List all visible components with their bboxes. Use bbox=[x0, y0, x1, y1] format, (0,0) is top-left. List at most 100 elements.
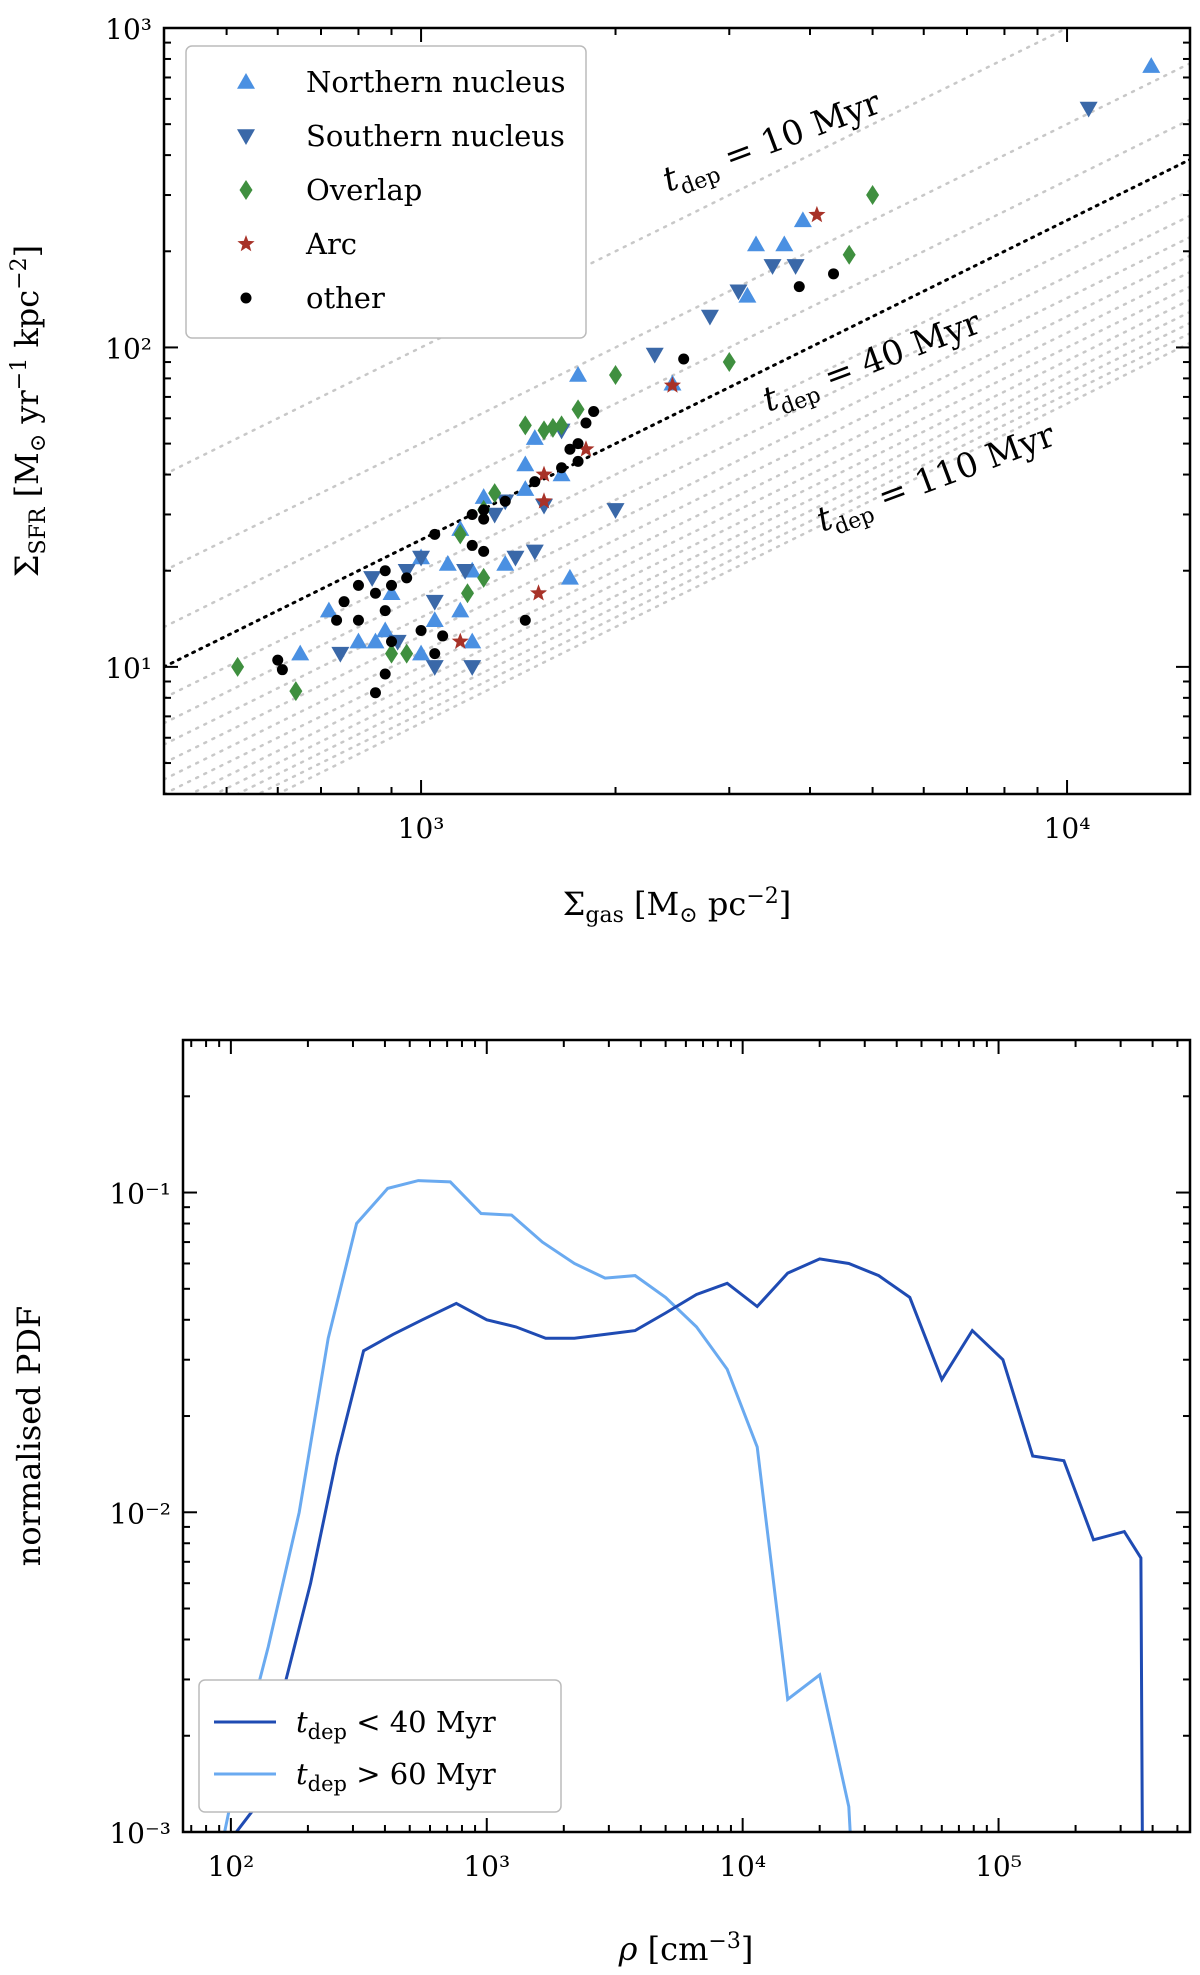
point-southern-nucleus bbox=[700, 309, 719, 326]
y-tick-label: 10¹ bbox=[105, 652, 152, 685]
legend-marker-0 bbox=[237, 73, 255, 89]
point-other bbox=[466, 508, 478, 520]
point-overlap bbox=[722, 352, 736, 373]
point-other bbox=[272, 654, 284, 666]
point-northern-nucleus bbox=[560, 568, 579, 585]
point-overlap bbox=[231, 656, 245, 677]
point-other bbox=[379, 565, 391, 577]
point-arc bbox=[577, 440, 595, 457]
point-other bbox=[572, 438, 584, 450]
point-northern-nucleus bbox=[516, 455, 535, 472]
point-southern-nucleus bbox=[729, 284, 748, 301]
point-other bbox=[429, 528, 441, 540]
point-northern-nucleus bbox=[496, 554, 515, 571]
point-other bbox=[379, 605, 391, 617]
legend-markers bbox=[237, 73, 255, 304]
point-overlap bbox=[537, 420, 551, 441]
pdf-lines bbox=[223, 1179, 1144, 1832]
y-axis-label-bottom: normalised PDF bbox=[10, 1306, 48, 1566]
point-overlap bbox=[289, 681, 303, 702]
tdep-line-110myr bbox=[187, 298, 1190, 794]
x-tick-label: 10⁴ bbox=[1044, 812, 1091, 845]
point-other bbox=[478, 504, 490, 516]
point-southern-nucleus bbox=[606, 503, 625, 519]
x-tick-label: 10⁴ bbox=[719, 1850, 766, 1883]
point-other bbox=[678, 353, 690, 365]
tdep-line-150myr bbox=[274, 341, 1190, 794]
point-southern-nucleus bbox=[485, 507, 504, 524]
tdep-line-40myr bbox=[164, 158, 1190, 669]
x-axis-label-bottom: ρ [cm−3] bbox=[618, 1929, 754, 1968]
legend-label-arc: Arc bbox=[305, 227, 357, 261]
legend-marker-2 bbox=[239, 180, 253, 200]
point-northern-nucleus bbox=[552, 465, 571, 482]
point-arc bbox=[808, 205, 826, 223]
point-other bbox=[369, 587, 381, 599]
point-northern-nucleus bbox=[775, 235, 794, 252]
point-other bbox=[352, 579, 364, 591]
point-northern-nucleus bbox=[366, 632, 385, 649]
point-other bbox=[401, 572, 413, 584]
scatter-axes-frame bbox=[162, 26, 1192, 796]
point-overlap bbox=[400, 643, 414, 664]
point-overlap bbox=[571, 399, 585, 420]
point-other bbox=[556, 462, 568, 474]
point-arc bbox=[530, 584, 548, 601]
point-other bbox=[369, 687, 381, 699]
point-other bbox=[572, 455, 584, 467]
scatter-legend: Northern nucleus Southern nucleus Overla… bbox=[185, 45, 587, 339]
legend-box bbox=[185, 45, 587, 339]
pdf-legend-box bbox=[198, 1679, 562, 1813]
point-northern-nucleus bbox=[382, 584, 401, 601]
point-other bbox=[564, 443, 576, 455]
y-axis-label-top: ΣSFR [M⊙ yr−1 kpc−2] bbox=[7, 245, 51, 577]
point-overlap bbox=[488, 483, 502, 504]
point-other bbox=[478, 545, 490, 557]
point-northern-nucleus bbox=[376, 621, 395, 638]
legend-label-short-dep: tdep < 40 Myr bbox=[296, 1705, 496, 1744]
tdep-line-130myr bbox=[234, 321, 1190, 794]
point-southern-nucleus bbox=[763, 259, 782, 275]
pdf-panel: 10² 10³ 10⁴ 10⁵ 10⁻³ 10⁻² 10⁻¹ ρ [cm−3] normal… bbox=[10, 1038, 1192, 1968]
y-tick-label: 10⁻¹ bbox=[109, 1178, 171, 1211]
tdep-line-60myr bbox=[164, 214, 1190, 725]
legend-marker-3 bbox=[237, 235, 255, 252]
point-overlap bbox=[609, 364, 623, 385]
scatter-ticks: 10³ 10⁴ 10¹ 10² 10³ bbox=[105, 13, 1190, 845]
point-northern-nucleus bbox=[738, 286, 757, 303]
point-overlap bbox=[518, 415, 532, 436]
point-other bbox=[466, 539, 478, 551]
point-other bbox=[580, 417, 592, 429]
tdep-line-140myr bbox=[255, 332, 1190, 794]
pdf-legend: tdep < 40 Myr tdep > 60 Myr bbox=[198, 1679, 562, 1813]
line-short-depletion bbox=[234, 1257, 1144, 1832]
point-southern-nucleus bbox=[456, 563, 475, 580]
point-overlap bbox=[477, 567, 491, 588]
point-northern-nucleus bbox=[291, 644, 310, 661]
point-other bbox=[386, 636, 398, 648]
point-northern-nucleus bbox=[319, 601, 338, 618]
point-southern-nucleus bbox=[425, 594, 444, 611]
annotation-tdep-10: tdep = 10 Myr bbox=[657, 82, 888, 205]
annotation-tdep-40: tdep = 40 Myr bbox=[757, 302, 988, 425]
point-other bbox=[276, 664, 288, 676]
tdep-line-20myr bbox=[164, 62, 1190, 572]
point-other bbox=[519, 614, 531, 626]
tdep-line-80myr bbox=[164, 254, 1190, 765]
point-northern-nucleus bbox=[516, 480, 535, 496]
point-northern-nucleus bbox=[425, 611, 444, 627]
point-southern-nucleus bbox=[363, 571, 382, 587]
tdep-line-100myr bbox=[164, 285, 1190, 794]
point-arc bbox=[663, 376, 681, 393]
point-overlap bbox=[546, 417, 560, 438]
depletion-time-lines bbox=[164, 28, 1190, 794]
point-northern-nucleus bbox=[793, 211, 812, 228]
x-axis-label-top: Σgas [M⊙ pc−2] bbox=[563, 884, 791, 928]
point-overlap bbox=[842, 244, 856, 265]
x-tick-label: 10³ bbox=[463, 1850, 510, 1883]
point-other bbox=[478, 513, 490, 525]
x-tick-label: 10² bbox=[207, 1850, 254, 1883]
point-southern-nucleus bbox=[535, 498, 554, 515]
y-tick-label: 10² bbox=[105, 332, 152, 365]
